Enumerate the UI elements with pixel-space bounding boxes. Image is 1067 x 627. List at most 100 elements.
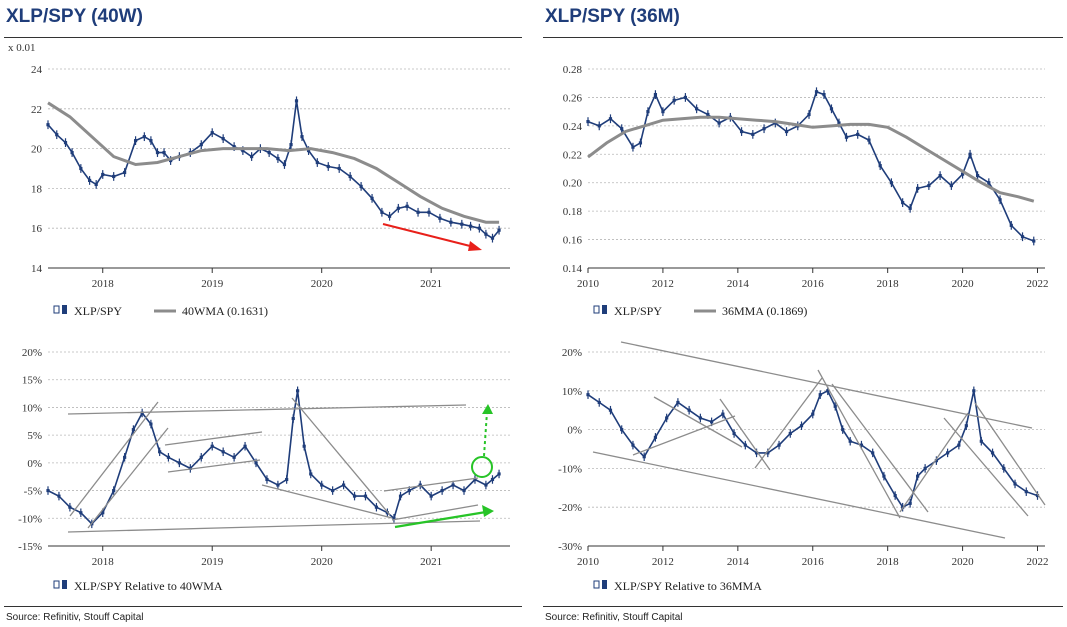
monthly_ratio-candle-body (661, 110, 665, 114)
monthly_rel-candle-body (1013, 482, 1017, 486)
weekly_ratio-candle-body (63, 141, 68, 145)
weekly_ratio-candle-body (155, 150, 160, 155)
red-downtrend-arrow (382, 223, 475, 248)
weekly_rel-candle-body (451, 483, 455, 487)
weekly_ratio-candle-body (241, 148, 245, 153)
monthly_ratio-candle-body (968, 152, 972, 156)
weekly_ratio-candle-body (405, 204, 409, 208)
weekly_rel-candle-body (254, 461, 258, 465)
monthly_ratio-candle-body (1032, 239, 1036, 243)
monthly_ratio-ytick-label: 0.28 (563, 64, 583, 76)
weekly_ratio-ytick-label: 20 (31, 144, 43, 156)
weekly_ratio-legend-candle-solid (62, 305, 67, 314)
channel-line-f (291, 397, 391, 516)
monthly_rel-ytick-label: -20% (558, 502, 582, 514)
weekly_rel-ytick-label: -10% (18, 513, 42, 525)
monthly_ratio-ytick-label: 0.14 (563, 263, 583, 275)
monthly_ratio-xtick-label: 2016 (802, 278, 825, 290)
monthly_rel-candle-body (698, 416, 702, 420)
monthly_ratio-candle-body (822, 92, 826, 97)
monthly_rel-xtick-label: 2022 (1027, 556, 1049, 568)
monthly_rel-candle-body (721, 412, 725, 416)
weekly_ratio-candle-body (112, 174, 116, 179)
monthly_ratio-ytick-label: 0.16 (563, 235, 583, 247)
weekly_rel-candle-body (320, 483, 324, 487)
weekly_ratio-candle-body (210, 131, 214, 135)
m-channel-4 (754, 377, 823, 469)
monthly_ratio-candle-body (751, 132, 755, 136)
weekly_rel-candle-body (68, 505, 72, 509)
weekly_rel-ytick-label: -15% (18, 541, 42, 553)
weekly_rel-legend-candle-solid (62, 580, 67, 589)
weekly_ratio-legend-ma-label: 40WMA (0.1631) (182, 304, 268, 318)
monthly_rel-candle-body (766, 451, 770, 455)
monthly_rel-candle-body (957, 443, 961, 447)
monthly_ratio-ytick-label: 0.20 (563, 178, 583, 190)
weekly_rel-candle-body (131, 428, 135, 432)
monthly_ratio-candle-body (695, 107, 699, 111)
weekly_rel-ytick-label: 20% (22, 347, 42, 359)
weekly_rel-candle-body (418, 483, 422, 487)
monthly_ratio-price-line (587, 90, 1035, 242)
weekly_rel-candle-body (309, 472, 313, 476)
m-channel-6 (831, 383, 929, 513)
weekly_rel-candle-body (407, 489, 411, 493)
weekly_rel-candle-body (352, 494, 357, 498)
monthly_ratio-ytick-label: 0.26 (563, 92, 583, 104)
monthly_ratio-candle-body (916, 186, 920, 190)
weekly_rel-candle-body (243, 444, 247, 448)
monthly_rel-ytick-label: 10% (562, 386, 582, 398)
monthly_rel-candle-body (923, 466, 927, 470)
monthly_ratio-xtick-label: 2012 (652, 278, 674, 290)
weekly_rel-ytick-label: 10% (22, 402, 42, 414)
weekly_rel-candle-body (302, 444, 306, 448)
weekly_ratio-candle-body (427, 210, 431, 214)
weekly_rel-xtick-label: 2020 (311, 556, 334, 568)
monthly_rel-legend-candle-solid (602, 580, 607, 589)
monthly_rel-candle-body (777, 443, 781, 447)
monthly_ratio-candle-body (927, 183, 931, 188)
weekly_ratio-candle-body (477, 226, 481, 230)
weekly_rel-ytick-label: -5% (24, 486, 42, 498)
weekly_ratio-candle-body (315, 160, 319, 165)
monthly_ratio-candle-body (814, 90, 819, 94)
weekly_ratio-xtick-label: 2021 (420, 278, 442, 290)
monthly_rel-xtick-label: 2016 (802, 556, 825, 568)
red-arrowhead (468, 241, 482, 251)
weekly_ratio-candle-body (267, 150, 271, 155)
monthly_rel-candle-body (882, 474, 886, 478)
weekly_ratio-candle-body (497, 228, 501, 232)
weekly_ratio-candle-body (300, 135, 304, 139)
weekly_rel-legend-candle-hollow (53, 580, 60, 589)
monthly_ratio-candle-body (960, 172, 965, 176)
monthly_rel-candle-body (743, 443, 747, 447)
weekly_ratio-candle-body (149, 139, 153, 143)
weekly_ratio-legend-label: XLP/SPY (74, 304, 122, 318)
monthly_ratio-candle-body (653, 92, 658, 97)
monthly_ratio-candle-body (987, 181, 991, 185)
monthly_rel-candle-body (586, 393, 590, 397)
weekly_ratio-xtick-label: 2019 (201, 278, 224, 290)
monthly_rel-candle-body (1002, 466, 1006, 470)
monthly_rel-candle-body (990, 451, 995, 455)
monthly_ratio-candle-body (620, 127, 624, 131)
weekly_ratio-xtick-label: 2020 (311, 278, 334, 290)
weekly_ratio-candle-body (484, 232, 488, 236)
monthly_rel-candle-body (826, 389, 830, 393)
weekly_ratio-candle-body (101, 172, 105, 177)
weekly_rel-xtick-label: 2018 (92, 556, 115, 568)
monthly_ratio-candle-body (878, 164, 882, 168)
monthly_ratio-candle-body (856, 132, 860, 136)
channel-line-b (87, 427, 169, 529)
m-channel-5 (817, 369, 901, 519)
weekly_ratio-ytick-label: 16 (31, 223, 43, 235)
monthly_rel-candle-body (908, 501, 912, 505)
channel-line-e (261, 484, 393, 519)
weekly_ratio-ma-line (47, 101, 500, 224)
monthly_ratio-candle-body (706, 112, 710, 117)
monthly_rel-candle-body (608, 408, 613, 412)
monthly_ratio-ytick-label: 0.18 (563, 206, 583, 218)
weekly_ratio-candle-body (88, 178, 92, 183)
weekly_rel-candle-body (57, 494, 61, 498)
weekly_ratio-price-line (47, 100, 500, 240)
